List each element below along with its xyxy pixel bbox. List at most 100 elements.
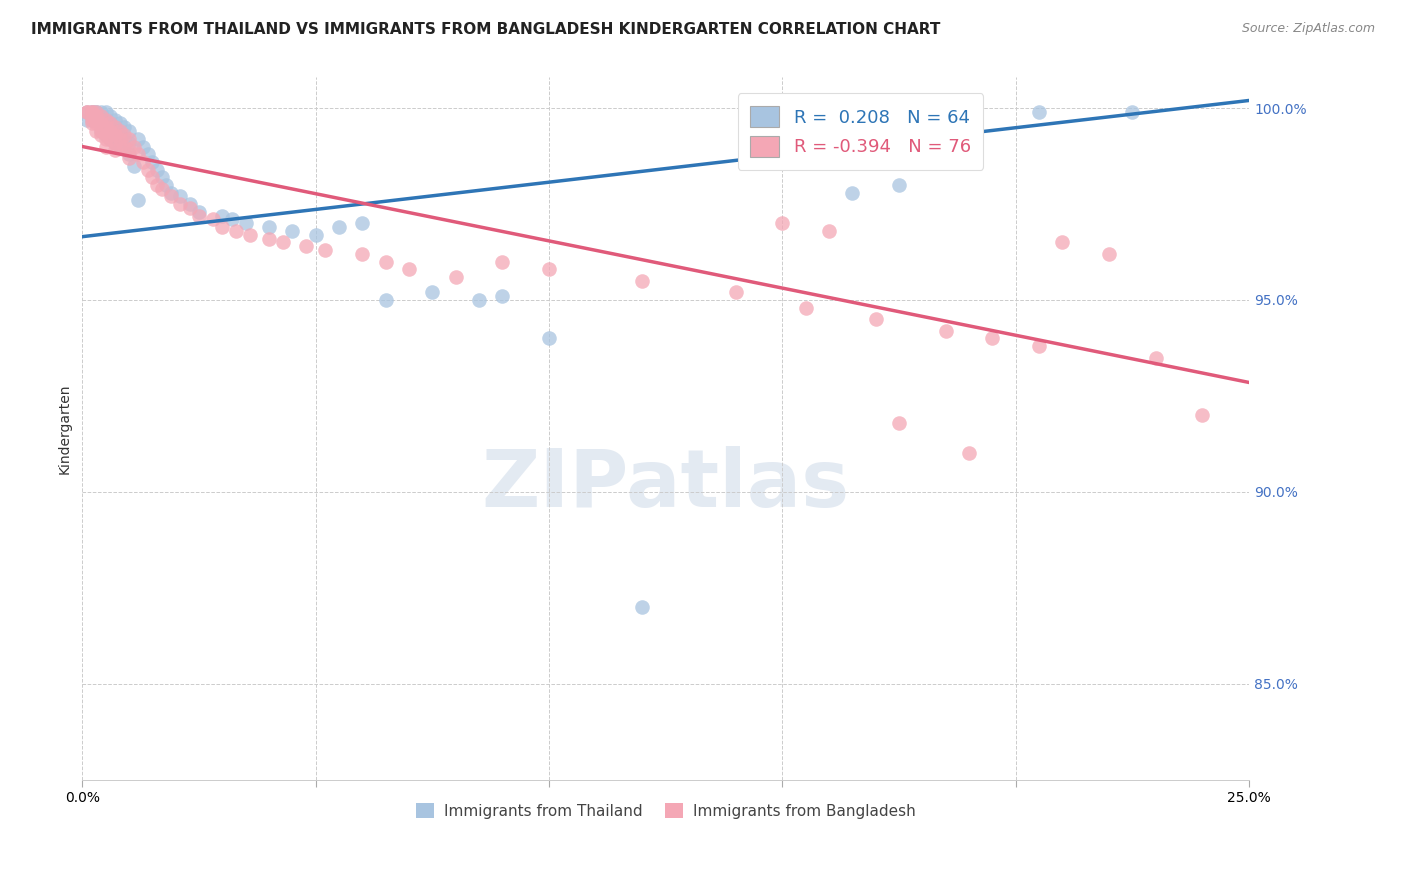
Point — [112, 139, 135, 153]
Point — [257, 231, 280, 245]
Point — [98, 124, 121, 138]
Point — [122, 159, 145, 173]
Point — [155, 178, 177, 192]
Point — [108, 132, 131, 146]
Point — [127, 132, 149, 146]
Point — [352, 247, 374, 261]
Point — [887, 416, 910, 430]
Point — [90, 116, 112, 130]
Point — [118, 132, 141, 146]
Point — [141, 170, 163, 185]
Point — [104, 120, 127, 135]
Point — [98, 109, 121, 123]
Point — [794, 301, 817, 315]
Point — [374, 254, 396, 268]
Point — [76, 105, 98, 120]
Point — [146, 162, 169, 177]
Point — [935, 324, 957, 338]
Point — [112, 128, 135, 142]
Point — [150, 170, 173, 185]
Point — [94, 139, 117, 153]
Point — [127, 193, 149, 207]
Point — [179, 201, 201, 215]
Point — [118, 151, 141, 165]
Point — [80, 112, 103, 127]
Point — [104, 144, 127, 158]
Point — [374, 293, 396, 307]
Point — [98, 124, 121, 138]
Point — [235, 216, 257, 230]
Point — [887, 178, 910, 192]
Point — [94, 112, 117, 127]
Point — [160, 189, 183, 203]
Point — [90, 128, 112, 142]
Point — [98, 116, 121, 130]
Point — [104, 128, 127, 142]
Point — [112, 120, 135, 135]
Point — [631, 274, 654, 288]
Point — [76, 105, 98, 120]
Point — [80, 109, 103, 123]
Point — [104, 120, 127, 135]
Point — [80, 105, 103, 120]
Point — [118, 147, 141, 161]
Point — [160, 186, 183, 200]
Point — [491, 289, 513, 303]
Point — [398, 262, 420, 277]
Y-axis label: Kindergarten: Kindergarten — [58, 384, 72, 474]
Point — [90, 124, 112, 138]
Point — [84, 105, 107, 120]
Point — [281, 224, 304, 238]
Point — [118, 144, 141, 158]
Point — [94, 112, 117, 127]
Point — [132, 139, 155, 153]
Point — [80, 112, 103, 127]
Text: Source: ZipAtlas.com: Source: ZipAtlas.com — [1241, 22, 1375, 36]
Point — [188, 204, 211, 219]
Point — [84, 105, 107, 120]
Point — [80, 116, 103, 130]
Point — [136, 147, 159, 161]
Point — [1098, 247, 1121, 261]
Point — [84, 116, 107, 130]
Point — [84, 109, 107, 123]
Point — [150, 182, 173, 196]
Point — [201, 212, 224, 227]
Point — [108, 128, 131, 142]
Point — [104, 136, 127, 150]
Point — [865, 312, 887, 326]
Point — [104, 136, 127, 150]
Point — [84, 124, 107, 138]
Point — [239, 227, 262, 242]
Point — [537, 331, 560, 345]
Point — [127, 147, 149, 161]
Point — [108, 139, 131, 153]
Point — [188, 209, 211, 223]
Point — [295, 239, 318, 253]
Point — [981, 331, 1004, 345]
Legend: Immigrants from Thailand, Immigrants from Bangladesh: Immigrants from Thailand, Immigrants fro… — [411, 797, 921, 824]
Point — [94, 120, 117, 135]
Point — [305, 227, 328, 242]
Point — [98, 132, 121, 146]
Point — [957, 446, 980, 460]
Point — [90, 109, 112, 123]
Point — [90, 109, 112, 123]
Point — [257, 220, 280, 235]
Point — [108, 139, 131, 153]
Point — [76, 112, 98, 127]
Point — [179, 197, 201, 211]
Point — [1052, 235, 1074, 250]
Point — [314, 243, 336, 257]
Point — [841, 186, 863, 200]
Point — [491, 254, 513, 268]
Point — [112, 132, 135, 146]
Point — [84, 105, 107, 120]
Point — [141, 154, 163, 169]
Point — [84, 112, 107, 127]
Point — [98, 132, 121, 146]
Point — [84, 112, 107, 127]
Point — [169, 189, 191, 203]
Text: ZIPatlas: ZIPatlas — [482, 446, 849, 524]
Point — [225, 224, 247, 238]
